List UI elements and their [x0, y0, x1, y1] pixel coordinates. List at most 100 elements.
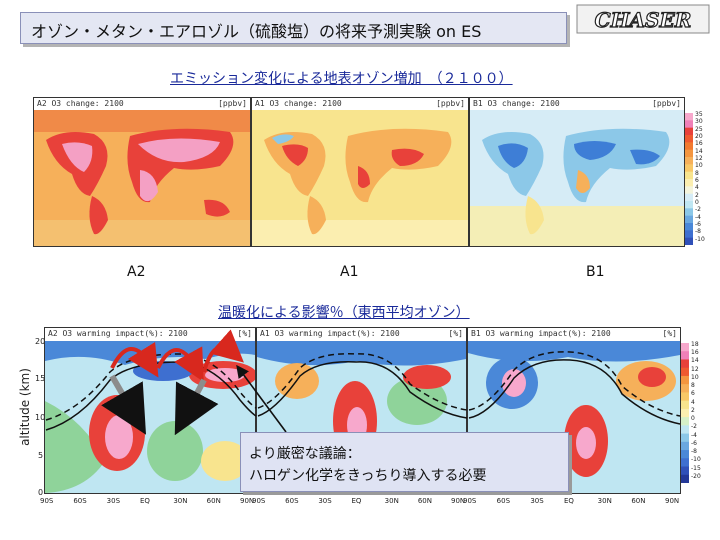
zonal-header: A2 O3 warming impact(%): 2100 [%]: [48, 329, 252, 338]
colorbar-label: 4: [695, 184, 699, 192]
logo-text: CHASER: [595, 8, 692, 32]
y-tick: 20: [35, 337, 46, 346]
map-b1-image: [470, 110, 684, 246]
colorbar-label: -6: [695, 221, 701, 228]
map-colorbar: [685, 113, 693, 245]
colorbar-segment: [681, 417, 689, 426]
colorbar-label: 18: [691, 341, 699, 348]
colorbar-segment: [685, 164, 693, 173]
x-tick: EQ: [564, 497, 574, 505]
colorbar-segment: [685, 113, 693, 121]
y-tick: 15: [35, 374, 46, 383]
colorbar-segment: [685, 201, 693, 209]
x-tick: 90N: [240, 497, 255, 505]
red-arrow-mid: [156, 346, 204, 382]
x-tick: EQ: [351, 497, 362, 505]
zonal-header: B1 O3 warming impact(%): 2100 [%]: [471, 329, 677, 338]
colorbar-segment: [681, 408, 689, 418]
colorbar-label: 10: [691, 373, 699, 381]
x-tick: 60S: [496, 497, 511, 505]
zonal-colorbar: [681, 343, 689, 483]
colorbar-label: 25: [695, 125, 703, 133]
colorbar-label: 30: [695, 118, 703, 126]
scenario-label-b1: B1: [586, 264, 605, 280]
colorbar-label: 12: [691, 365, 699, 373]
colorbar-segment: [685, 237, 693, 245]
x-tick: 60S: [73, 497, 87, 505]
colorbar-label: 14: [691, 357, 699, 365]
colorbar-label: -8: [695, 228, 701, 236]
colorbar-segment: [685, 193, 693, 202]
section-heading-warming: 温暖化による影響％（東西平均オゾン）: [218, 305, 470, 321]
colorbar-label: 0: [691, 415, 695, 423]
scenario-label-a2: A2: [127, 264, 146, 280]
colorbar-label: -10: [695, 235, 705, 243]
colorbar-label: -8: [691, 448, 697, 456]
map-panel-b1: B1 O3 change: 2100 [ppbv]: [469, 97, 685, 247]
chaser-logo: CHASER: [576, 4, 710, 34]
colorbar-label: 2: [691, 406, 695, 414]
red-arrow-right: [202, 329, 244, 373]
colorbar-label: 16: [695, 140, 703, 148]
colorbar-label: -4: [691, 431, 697, 439]
colorbar-segment: [681, 450, 689, 459]
colorbar-label: 10: [695, 162, 703, 170]
colorbar-label: 12: [695, 155, 703, 162]
x-tick: 60S: [285, 497, 299, 505]
callout-line-2: ハロゲン化学をきっちり導入する必要: [249, 468, 487, 484]
colorbar-segment: [681, 433, 689, 443]
colorbar-segment: [685, 223, 693, 231]
colorbar-label: -4: [695, 213, 701, 221]
colorbar-segment: [685, 208, 693, 217]
map-a1-image: [252, 110, 468, 246]
x-tick: 90S: [252, 497, 266, 505]
callout-box: より厳密な議論： ハロゲン化学をきっちり導入する必要: [240, 432, 569, 492]
map-header: A1 O3 change: 2100 [ppbv]: [255, 99, 465, 108]
colorbar-label: -20: [691, 472, 701, 480]
gray-arrow-left: [101, 374, 147, 435]
colorbar-segment: [685, 230, 693, 239]
x-tick: 30S: [106, 497, 121, 505]
callout-line-1: より厳密な議論：: [249, 446, 361, 462]
slide-title-box: オゾン・メタン・エアロゾル（硫酸塩）の将来予測実験 on ES: [20, 12, 567, 44]
colorbar-label: 8: [691, 382, 695, 390]
colorbar-segment: [685, 120, 693, 129]
colorbar-segment: [685, 171, 693, 180]
x-tick: EQ: [140, 497, 150, 505]
colorbar-segment: [681, 400, 689, 410]
colorbar-label: 35: [695, 111, 703, 118]
map-header: A2 O3 change: 2100 [ppbv]: [37, 99, 247, 108]
colorbar-segment: [685, 179, 693, 187]
colorbar-segment: [681, 466, 689, 476]
colorbar-label: -6: [691, 439, 697, 447]
colorbar-label: -2: [695, 206, 701, 214]
colorbar-label: 20: [695, 133, 703, 140]
slide-title: オゾン・メタン・エアロゾル（硫酸塩）の将来予測実験 on ES: [31, 22, 482, 41]
colorbar-segment: [681, 425, 689, 435]
gray-arrow-right: [174, 378, 219, 436]
colorbar-segment: [685, 215, 693, 224]
scenario-label-a1: A1: [340, 264, 359, 280]
colorbar-segment: [685, 149, 693, 158]
colorbar-label: 14: [695, 147, 703, 155]
colorbar-label: -10: [691, 456, 701, 464]
x-tick: 60N: [417, 497, 432, 505]
tropopause-lines: [45, 351, 681, 431]
colorbar-label: 2: [695, 191, 699, 199]
colorbar-segment: [681, 384, 689, 393]
map-a2-image: [34, 110, 250, 246]
colorbar-segment: [681, 375, 689, 385]
colorbar-segment: [685, 186, 693, 195]
colorbar-segment: [685, 135, 693, 143]
colorbar-label: 6: [695, 177, 699, 184]
colorbar-label: 16: [691, 349, 699, 357]
colorbar-segment: [681, 474, 689, 483]
map-header: B1 O3 change: 2100 [ppbv]: [473, 99, 681, 108]
x-tick: 60N: [206, 497, 221, 505]
map-panel-a1: A1 O3 change: 2100 [ppbv]: [251, 97, 469, 247]
colorbar-segment: [685, 157, 693, 165]
colorbar-label: 0: [695, 199, 699, 206]
colorbar-segment: [681, 441, 689, 451]
colorbar-segment: [681, 392, 689, 402]
